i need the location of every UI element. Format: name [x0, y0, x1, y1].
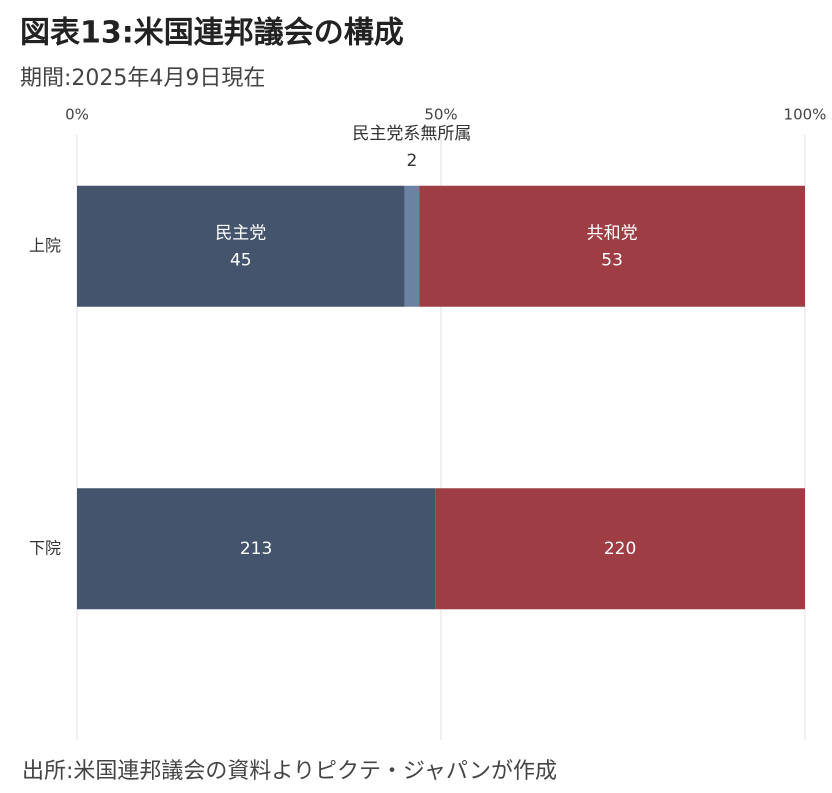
bar-segment — [419, 185, 805, 307]
source-note: 出所:米国連邦議会の資料よりピクテ・ジャパンが作成 — [22, 759, 557, 784]
data-label: 2 — [406, 151, 417, 171]
x-tick-label: 0% — [65, 106, 89, 124]
chart-title: 図表13:米国連邦議会の構成 — [20, 16, 404, 51]
data-label: 53 — [601, 250, 623, 270]
category-label: 上院 — [29, 236, 61, 255]
bar-segment — [404, 185, 420, 307]
data-label: 220 — [604, 539, 636, 559]
segment-name: 民主党 — [215, 223, 266, 243]
data-label: 213 — [240, 539, 272, 559]
chart-subtitle: 期間:2025年4月9日現在 — [20, 66, 265, 91]
category-label: 下院 — [29, 538, 61, 557]
x-tick-label: 50% — [424, 106, 457, 124]
x-tick-label: 100% — [784, 106, 827, 124]
bar-segment — [435, 488, 805, 610]
bar-segment — [77, 185, 405, 307]
segment-name: 民主党系無所属 — [352, 124, 471, 144]
segment-name: 共和党 — [587, 223, 638, 243]
data-label: 45 — [230, 250, 252, 270]
bar-segment — [77, 488, 436, 610]
